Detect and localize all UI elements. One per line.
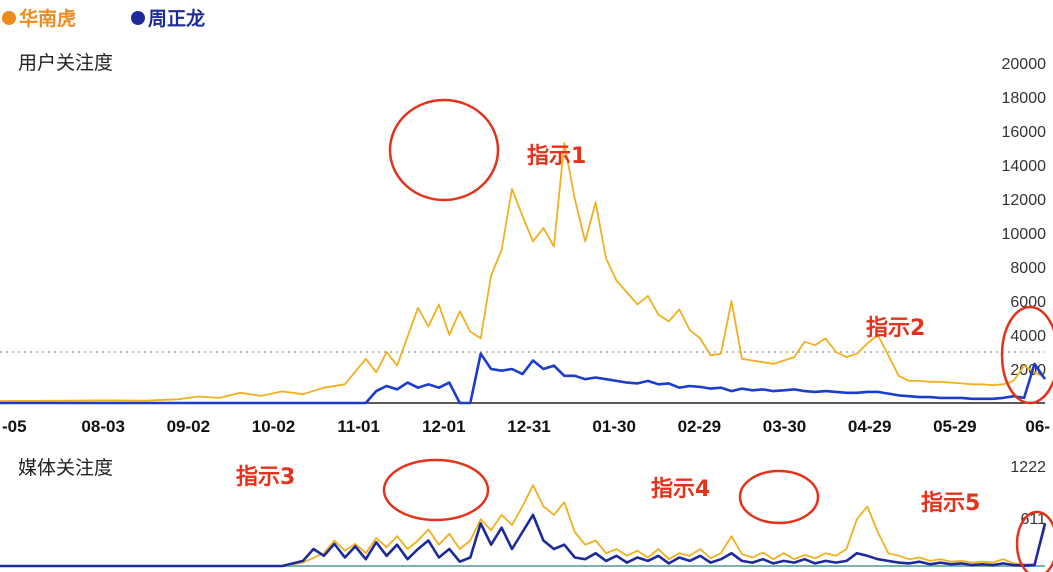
top-annotation-circle-2 — [1000, 305, 1053, 405]
top-annotations: 指示1 指示2 — [388, 98, 1053, 405]
top-y-tick-label: 10000 — [1002, 226, 1047, 243]
bottom-annotation-circle-3 — [382, 458, 490, 522]
top-y-tick-label: 12000 — [1002, 192, 1047, 209]
bottom-annotation-circle-4 — [738, 469, 820, 525]
legend: 华南虎 周正龙 — [2, 7, 205, 30]
top-series-line-0 — [0, 142, 1046, 402]
bottom-annotation-label-3: 指示3 — [236, 465, 295, 490]
top-y-tick-label: 18000 — [1002, 90, 1047, 107]
top-y-tick-label: 8000 — [1010, 260, 1046, 277]
x-tick-label: 11-01 — [337, 417, 380, 436]
legend-marker-huananhu — [2, 11, 16, 25]
top-panel: 用户关注度 20000 18000 16000 14000 12000 10000 8000… — [0, 52, 1053, 436]
top-y-axis: 20000 18000 16000 14000 12000 10000 8000 6000 40… — [1002, 56, 1047, 379]
legend-label-zhouzhenglong: 周正龙 — [148, 7, 205, 30]
top-y-tick-label: 14000 — [1002, 158, 1047, 175]
top-series-line-1 — [0, 352, 1047, 405]
top-y-tick-label: 20000 — [1002, 56, 1047, 73]
bottom-series-line-1 — [0, 513, 1047, 568]
bottom-annotation-label-5: 指示5 — [921, 491, 980, 516]
bottom-annotation-label-4: 指示4 — [651, 477, 710, 502]
bottom-annotation-circle-5 — [1015, 510, 1053, 572]
legend-marker-zhouzhenglong — [131, 11, 145, 25]
x-tick-label: -05 — [2, 417, 27, 436]
bottom-annotations: 指示3 指示4 指示5 — [236, 458, 1053, 572]
legend-label-huananhu: 华南虎 — [19, 7, 76, 30]
top-annotation-label-1: 指示1 — [527, 144, 586, 169]
bottom-series-group — [0, 484, 1047, 568]
x-tick-label: 06- — [1025, 417, 1050, 436]
x-tick-label: 10-02 — [252, 417, 295, 436]
x-tick-label: 05-29 — [933, 417, 976, 436]
top-y-tick-label: 6000 — [1010, 294, 1046, 311]
x-tick-label: 03-30 — [763, 417, 806, 436]
top-annotation-label-2: 指示2 — [866, 316, 925, 341]
bottom-panel-title: 媒体关注度 — [18, 457, 113, 479]
x-axis: -05 08-03 09-02 10-02 11-01 12-01 12-31 01-30 02… — [2, 417, 1050, 436]
x-tick-label: 12-31 — [507, 417, 550, 436]
x-tick-label: 01-30 — [592, 417, 635, 436]
top-y-tick-label: 16000 — [1002, 124, 1047, 141]
bottom-series-line-0 — [0, 484, 1046, 567]
bottom-y-tick-label: 1222 — [1010, 459, 1046, 476]
top-y-tick-label: 4000 — [1010, 328, 1046, 345]
top-annotation-circle-1 — [388, 98, 500, 202]
x-tick-label: 04-29 — [848, 417, 891, 436]
x-tick-label: 09-02 — [167, 417, 210, 436]
top-series-group — [0, 142, 1047, 405]
top-panel-title: 用户关注度 — [18, 52, 113, 74]
x-tick-label: 08-03 — [81, 417, 124, 436]
x-tick-label: 02-29 — [678, 417, 721, 436]
x-tick-label: 12-01 — [422, 417, 465, 436]
